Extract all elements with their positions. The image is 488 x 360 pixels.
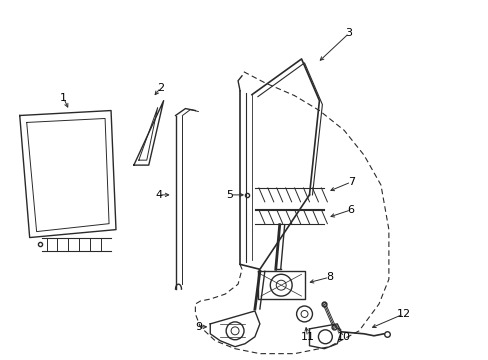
Text: 2: 2 — [157, 83, 164, 93]
Text: 5: 5 — [226, 190, 233, 200]
Text: 4: 4 — [155, 190, 162, 200]
Text: 7: 7 — [347, 177, 354, 187]
Text: 11: 11 — [300, 332, 314, 342]
Text: 9: 9 — [194, 322, 202, 332]
Text: 12: 12 — [396, 309, 410, 319]
Text: 3: 3 — [345, 28, 352, 38]
Text: 8: 8 — [325, 272, 332, 282]
Text: 1: 1 — [60, 93, 67, 103]
Text: 6: 6 — [347, 205, 354, 215]
Text: 10: 10 — [337, 332, 350, 342]
